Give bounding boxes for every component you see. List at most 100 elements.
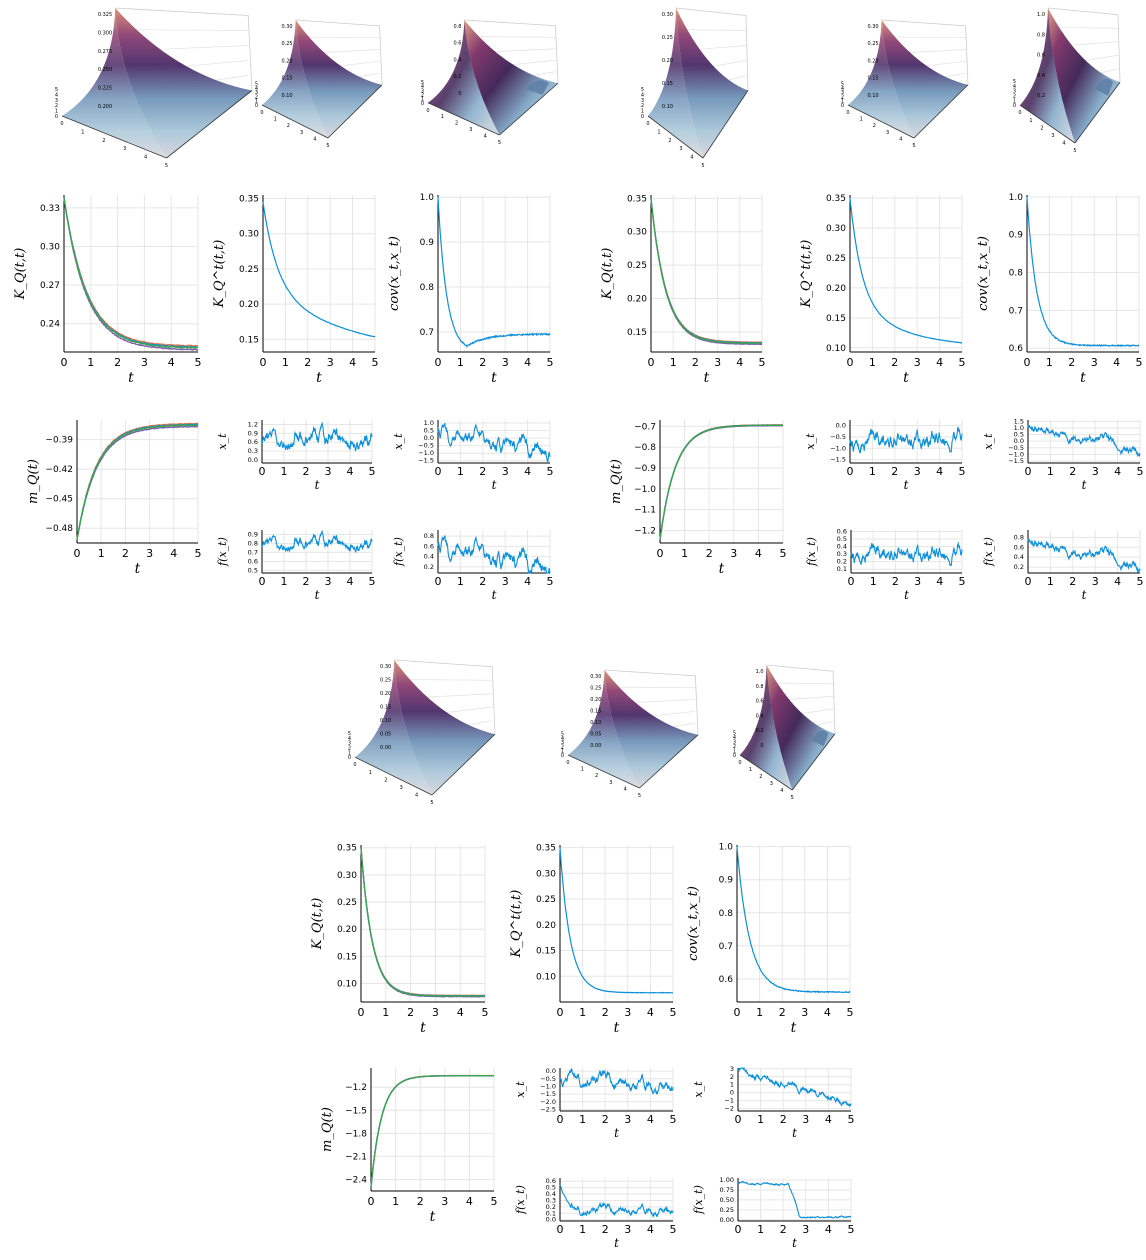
x-tick-label: 1: [757, 1223, 764, 1236]
x-tick-label: 0: [260, 356, 267, 369]
surface-face-left: [355, 660, 432, 795]
sample-path: [559, 1184, 674, 1219]
x-tick-label: 2: [892, 575, 899, 588]
x-tick-label: 0: [435, 356, 442, 369]
x-axis-label: t: [1080, 370, 1086, 386]
y-tick-label: −1.0: [830, 444, 846, 452]
y-tick-label: 0.35: [536, 844, 556, 854]
y-tick-label: −1.5: [830, 456, 846, 464]
surface-face-right: [881, 20, 968, 138]
y-tick-label: 0.9: [719, 876, 734, 886]
x-tick-label: 0: [1018, 110, 1021, 116]
y-tick-label: 3: [348, 741, 351, 747]
floor-axis: [354, 756, 433, 796]
x-axis-label: t: [128, 370, 134, 386]
x-axis-label: t: [430, 1209, 436, 1225]
y-tick-label: 0.7: [420, 328, 434, 338]
x-tick-label: 2: [668, 138, 671, 144]
x-axis-label: t: [135, 561, 141, 577]
floor-axis: [702, 90, 749, 159]
x-tick-label: 1: [579, 1006, 586, 1019]
x-tick-label: 1: [869, 356, 876, 369]
x-axis-label: t: [492, 478, 497, 492]
y-axis-label: f(x_t): [514, 1185, 527, 1215]
x-tick-label: 3: [123, 146, 126, 152]
x-tick-label: 3: [1092, 465, 1099, 478]
y-axis-label: K_Q^t(t,t): [799, 240, 814, 309]
y-tick-label: 0.4: [424, 553, 434, 561]
sample-path: [437, 535, 551, 575]
x-tick-label: 5: [165, 163, 168, 169]
plot-p21: 0 1 2 3 4 5 −2.5−2.0−1.5−1.0−0.50.0 t x_t: [514, 1067, 677, 1140]
x-tick-label: 1: [441, 114, 444, 120]
y-tick-label: 0.2: [424, 563, 434, 571]
y-tick-label: 1.0: [1014, 424, 1024, 432]
plot-p10: 0 1 2 3 4 5 0.10 0.15 0.20 0.25 0.30 0.35 t K_Q^t(t,t…: [799, 194, 966, 386]
x-tick-label: 2: [780, 1223, 787, 1236]
y-tick-label: 0.8: [424, 532, 434, 540]
y-tick-label: 0.6: [546, 1177, 556, 1185]
y-tick-label: −2.1: [345, 1152, 367, 1162]
y-tick-label: 0.6: [248, 438, 258, 446]
y-tick-label: 0.6: [837, 528, 847, 536]
x-tick-label: 3: [914, 465, 921, 478]
surface-face-left: [740, 665, 793, 790]
x-tick-label: 3: [609, 780, 612, 786]
y-tick-label: 0.5: [546, 1184, 556, 1192]
x-axis-label: t: [614, 1236, 619, 1250]
y-tick-label: 0.25: [536, 895, 556, 905]
y-tick-label: 0.2: [546, 1203, 556, 1211]
y-tick-label: 0.30: [627, 228, 647, 238]
floor-axis: [913, 84, 969, 139]
y-tick-label: 0.0: [1014, 437, 1024, 445]
x-axis-label: t: [315, 478, 320, 492]
y-tick-label: −1.1: [634, 506, 656, 516]
y-tick-label: 5: [255, 82, 258, 88]
y-tick-label: 0.35: [627, 194, 647, 204]
x-tick-label: 2: [479, 356, 486, 369]
x-tick-label: 1: [1047, 575, 1054, 588]
y-tick-label: 0.24: [40, 320, 60, 330]
z-tick-label: 0.15: [662, 81, 673, 87]
y-axis-label: cov(x_t,x_t): [686, 886, 701, 961]
y-tick-label: 0.33: [40, 204, 60, 214]
x-tick-label: 1: [81, 129, 84, 135]
y-tick-label: 0.6: [1009, 344, 1024, 354]
y-tick-label: 0.27: [40, 281, 60, 291]
y-tick-label: 0.1: [546, 1209, 556, 1217]
y-tick-label: 0.7: [719, 942, 733, 952]
box-edge: [1047, 7, 1121, 83]
x-tick-label: 5: [638, 793, 641, 799]
x-tick-label: 4: [313, 136, 316, 142]
z-tick-label: 0.8: [453, 24, 461, 30]
y-tick-label: −1.0: [1008, 450, 1024, 458]
box-edge: [394, 659, 496, 735]
x-axis-label: t: [1082, 588, 1087, 602]
y-tick-label: −1.2: [345, 1083, 367, 1093]
y-tick-label: 2: [841, 94, 844, 100]
y-tick-label: 0.20: [536, 921, 556, 931]
y-tick-label: 0: [348, 755, 351, 761]
y-tick-label: 1.0: [1009, 193, 1024, 203]
y-tick-label: 2: [730, 1073, 734, 1081]
x-tick-label: 4: [347, 465, 354, 478]
y-tick-label: 2: [561, 744, 564, 750]
z-tick-label: 0.25: [281, 41, 292, 47]
x-tick-label: 2: [455, 121, 458, 127]
y-tick-label: 1.2: [248, 420, 258, 428]
y-tick-label: 0.15: [826, 314, 846, 324]
y-axis-label: m_Q(t): [609, 459, 624, 504]
y-axis-label: K_Q(t,t): [13, 248, 28, 301]
y-tick-label: −0.5: [540, 1075, 556, 1083]
y-tick-label: 0.3: [248, 447, 258, 455]
y-tick-label: −1: [724, 1097, 734, 1105]
x-tick-label: 2: [417, 1195, 424, 1208]
y-tick-label: 1: [841, 99, 844, 105]
y-tick-label: −2.5: [540, 1105, 556, 1113]
z-tick-label: 1.0: [756, 669, 764, 675]
y-axis-label: cov(x_t,x_t): [976, 236, 991, 311]
y-tick-label: −2: [724, 1105, 734, 1113]
x-tick-label: 4: [349, 356, 356, 369]
x-tick-label: 0: [60, 121, 63, 127]
